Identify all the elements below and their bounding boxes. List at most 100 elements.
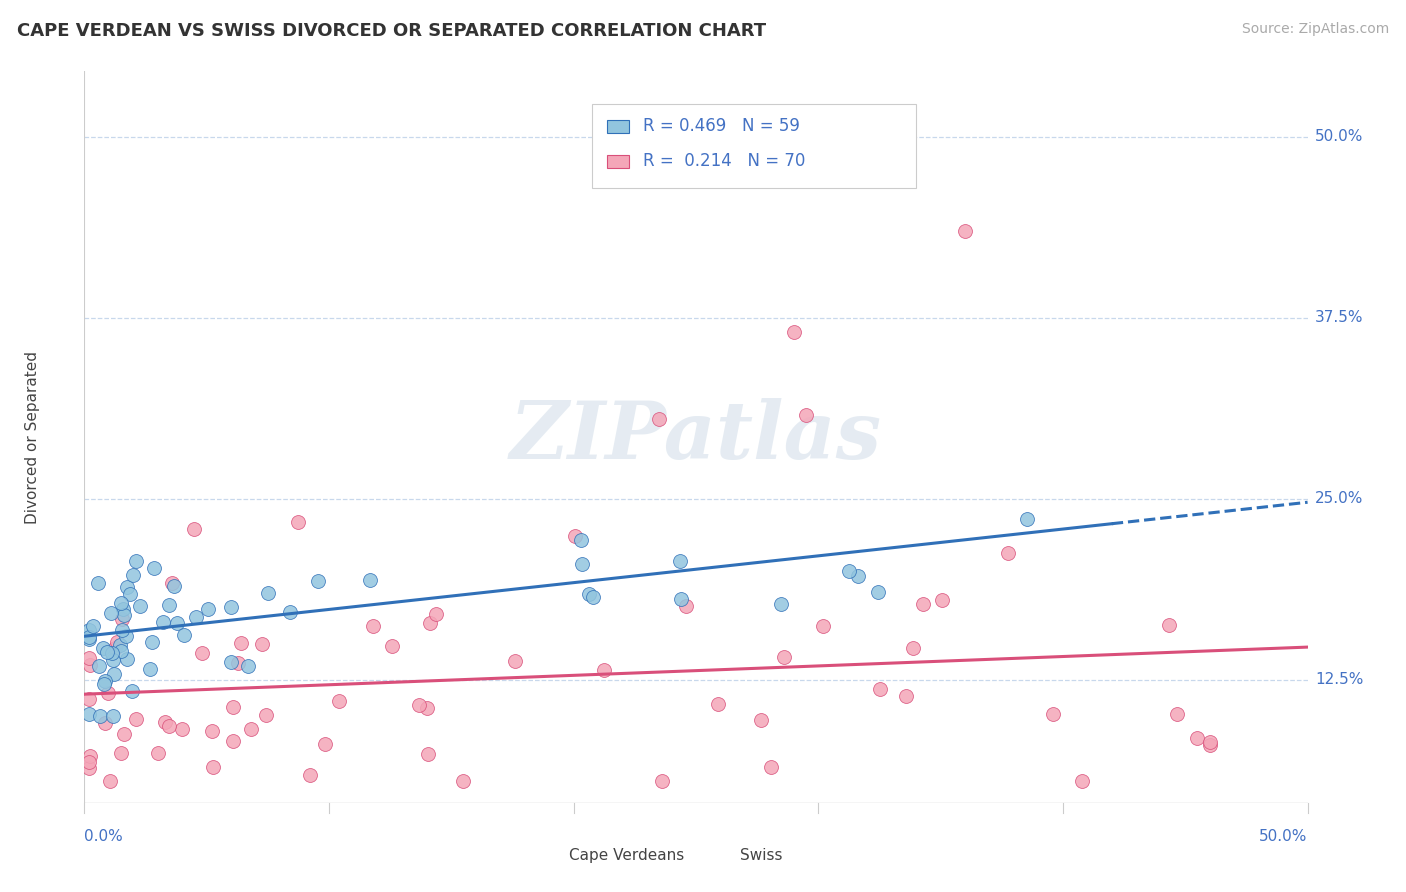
Text: 12.5%: 12.5% (1315, 673, 1364, 687)
Point (118, 586, 141, 600)
Point (79, 658, 101, 673)
Point (287, 516, 309, 530)
Point (152, 615, 174, 630)
Point (1198, 739, 1220, 753)
Point (866, 585, 889, 599)
Point (416, 747, 439, 761)
Point (564, 529, 586, 543)
Point (108, 638, 131, 652)
Text: 50.0%: 50.0% (1315, 129, 1364, 144)
Point (671, 592, 693, 607)
Point (1071, 774, 1094, 789)
Point (201, 724, 224, 739)
Point (1198, 735, 1220, 749)
Point (111, 623, 134, 637)
Point (101, 653, 124, 667)
Point (89, 709, 111, 723)
Point (759, 760, 782, 774)
Point (121, 684, 143, 698)
Point (226, 656, 249, 670)
Point (146, 746, 169, 760)
Text: 25.0%: 25.0% (1315, 491, 1364, 506)
Text: 37.5%: 37.5% (1315, 310, 1364, 325)
Point (571, 558, 593, 572)
Point (111, 602, 134, 616)
Point (298, 768, 321, 782)
Point (183, 523, 205, 537)
Point (166, 616, 188, 631)
Point (314, 737, 336, 751)
Point (582, 591, 605, 605)
Point (87, 658, 110, 673)
Text: 0.0%: 0.0% (84, 829, 124, 844)
Text: ZIPatlas: ZIPatlas (510, 399, 882, 475)
Point (425, 607, 447, 622)
Point (229, 636, 252, 650)
Point (901, 640, 924, 655)
Point (578, 586, 600, 600)
Point (361, 619, 384, 633)
Point (87, 575, 110, 590)
Point (82, 619, 104, 633)
Point (250, 637, 273, 651)
Point (749, 713, 772, 727)
Point (191, 646, 214, 660)
Point (307, 574, 329, 589)
Bar (606, 154, 628, 168)
Point (93, 641, 115, 656)
Text: Source: ZipAtlas.com: Source: ZipAtlas.com (1241, 22, 1389, 37)
Point (896, 689, 918, 703)
Point (846, 569, 869, 583)
Point (160, 576, 183, 591)
Text: Divorced or Separated: Divorced or Separated (25, 351, 41, 524)
Point (328, 694, 350, 708)
Point (416, 701, 439, 715)
Point (110, 644, 132, 658)
Point (77, 651, 100, 665)
Point (569, 533, 592, 547)
Point (256, 707, 278, 722)
Point (773, 650, 796, 665)
Text: Cape Verdeans: Cape Verdeans (569, 848, 683, 863)
Point (219, 600, 242, 615)
Point (769, 597, 792, 611)
Point (103, 666, 125, 681)
Point (707, 697, 730, 711)
Point (794, 408, 817, 422)
Point (221, 655, 243, 669)
Text: CAPE VERDEAN VS SWISS DIVORCED OR SEPARATED CORRELATION CHART: CAPE VERDEAN VS SWISS DIVORCED OR SEPARA… (17, 22, 766, 40)
Point (114, 629, 136, 643)
Point (1017, 512, 1039, 526)
Point (122, 568, 145, 582)
Point (838, 564, 860, 578)
Point (100, 606, 122, 620)
Point (79, 748, 101, 763)
Point (101, 709, 124, 723)
Point (912, 598, 935, 612)
Bar (606, 120, 628, 133)
Point (129, 599, 152, 613)
Point (157, 598, 180, 612)
Text: Swiss: Swiss (740, 848, 783, 863)
FancyBboxPatch shape (592, 104, 917, 188)
Text: R = 0.469   N = 59: R = 0.469 N = 59 (644, 117, 800, 136)
Point (77, 707, 100, 722)
Point (931, 593, 953, 607)
Point (153, 714, 176, 729)
Point (202, 760, 225, 774)
Point (111, 612, 134, 626)
Point (125, 554, 148, 568)
Point (239, 722, 262, 736)
Point (222, 700, 245, 714)
Point (783, 325, 806, 339)
Point (115, 652, 138, 666)
Point (651, 774, 673, 789)
Point (1166, 706, 1188, 721)
Point (94, 716, 117, 731)
Point (1157, 617, 1180, 632)
Point (221, 734, 243, 748)
Point (813, 619, 835, 633)
Point (115, 580, 138, 594)
Point (953, 224, 976, 238)
Point (256, 586, 278, 600)
